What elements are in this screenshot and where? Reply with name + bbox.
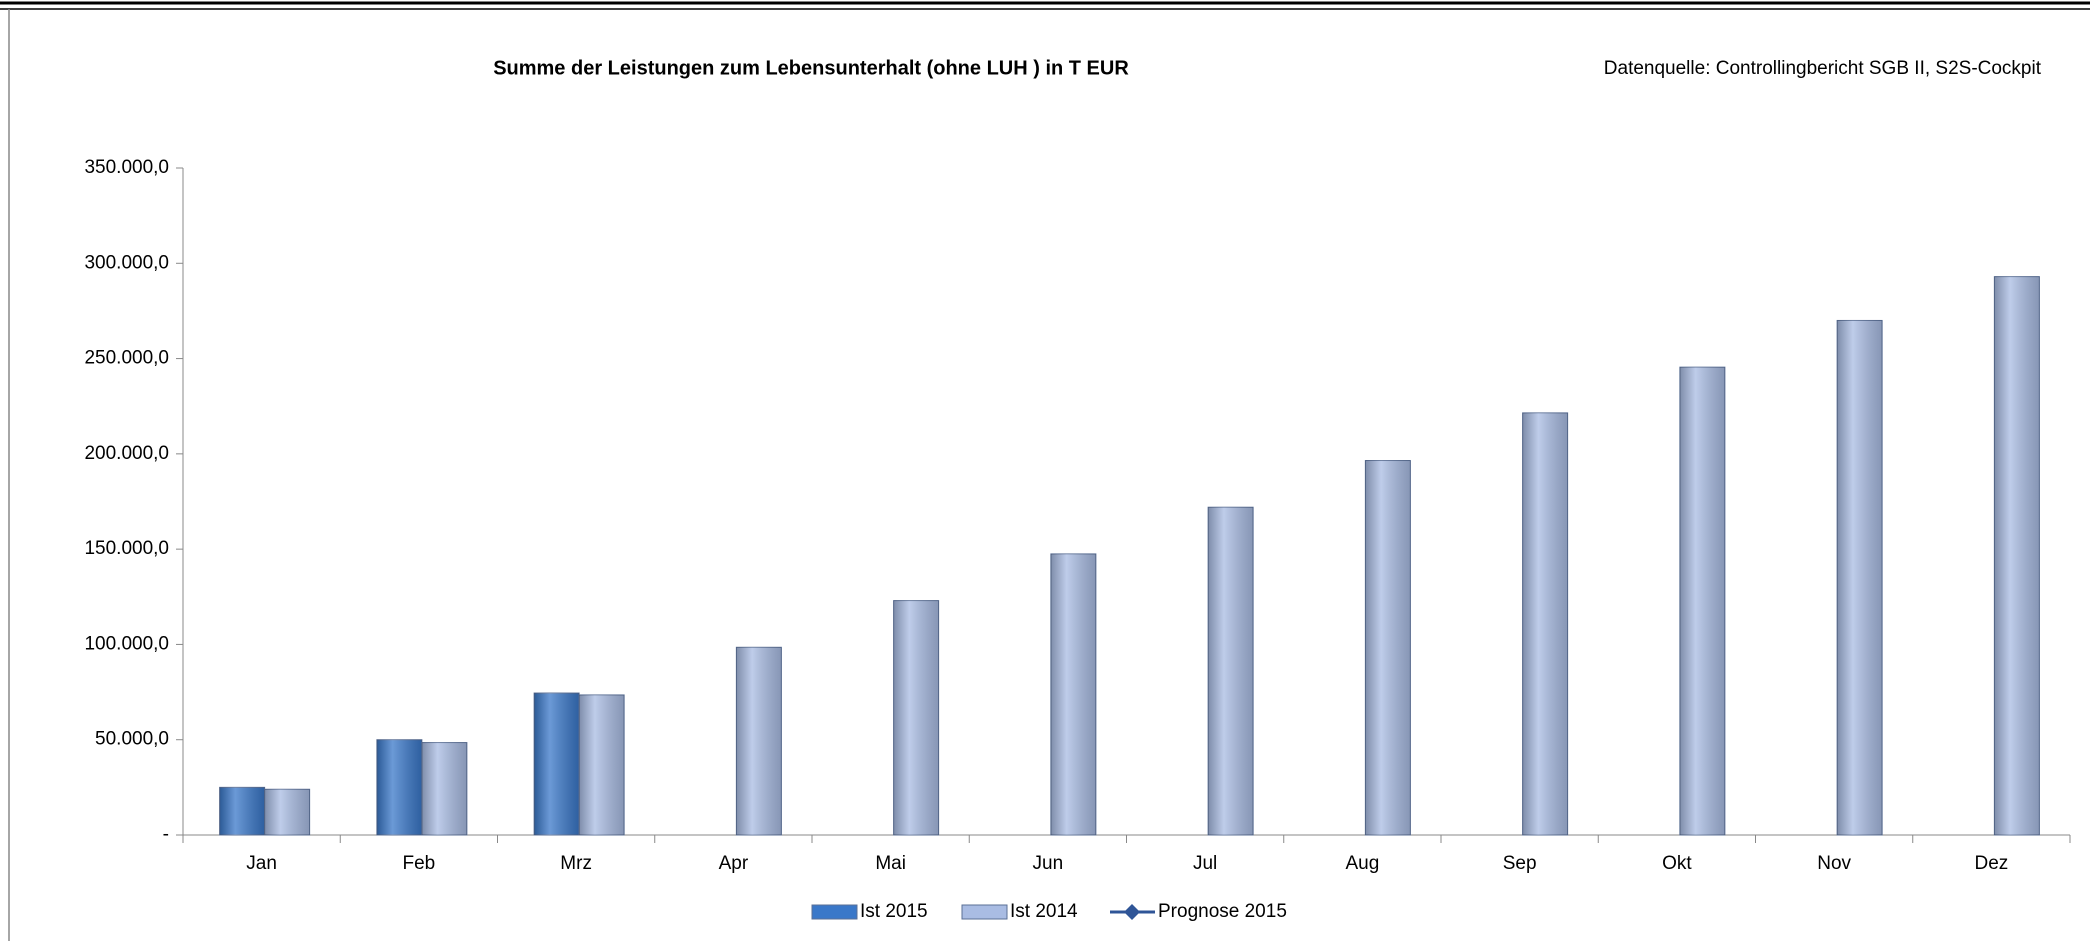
y-tick-label: 200.000,0 bbox=[84, 443, 169, 464]
bar-shine bbox=[534, 693, 580, 835]
bar-shine bbox=[1050, 553, 1096, 835]
bar-shine bbox=[893, 600, 939, 835]
y-tick-label: 150.000,0 bbox=[84, 538, 169, 559]
x-tick-label: Aug bbox=[1345, 853, 1379, 874]
x-tick-label: Jul bbox=[1193, 853, 1217, 874]
y-tick-label: 50.000,0 bbox=[95, 729, 169, 750]
legend-label: Prognose 2015 bbox=[1158, 901, 1287, 922]
bar-shine bbox=[1994, 276, 2040, 835]
x-tick-label: Feb bbox=[403, 853, 436, 874]
legend-label: Ist 2015 bbox=[860, 901, 928, 922]
bar-shine bbox=[736, 647, 782, 835]
y-tick-label: 350.000,0 bbox=[84, 157, 169, 178]
bar-shine bbox=[1208, 507, 1254, 835]
bar-shine bbox=[264, 789, 310, 835]
source-note: Datenquelle: Controllingbericht SGB II, … bbox=[1604, 58, 2042, 79]
x-tick-label: Apr bbox=[719, 853, 749, 874]
legend-swatch bbox=[811, 904, 858, 920]
x-tick-label: Jan bbox=[246, 853, 277, 874]
y-tick-label: 100.000,0 bbox=[84, 633, 169, 654]
y-tick-label: 250.000,0 bbox=[84, 348, 169, 369]
legend-swatch bbox=[961, 904, 1008, 920]
bar-shine bbox=[421, 742, 467, 835]
x-tick-label: Nov bbox=[1817, 853, 1851, 874]
y-tick-label: - bbox=[163, 824, 169, 845]
legend-label: Ist 2014 bbox=[1010, 901, 1078, 922]
bar-shine bbox=[1522, 412, 1568, 835]
x-tick-label: Dez bbox=[1974, 853, 2008, 874]
x-tick-label: Mai bbox=[875, 853, 906, 874]
y-tick-label: 300.000,0 bbox=[84, 252, 169, 273]
x-tick-label: Sep bbox=[1503, 853, 1537, 874]
bar-shine bbox=[1837, 320, 1883, 835]
x-tick-label: Mrz bbox=[560, 853, 592, 874]
legend-marker bbox=[1124, 904, 1140, 920]
bar-shine bbox=[579, 694, 625, 835]
bar-shine bbox=[1679, 367, 1725, 835]
chart-title: Summe der Leistungen zum Lebensunterhalt… bbox=[493, 57, 1129, 79]
x-tick-label: Okt bbox=[1662, 853, 1692, 874]
x-tick-label: Jun bbox=[1033, 853, 1064, 874]
bar-shine bbox=[1365, 460, 1411, 835]
bar-shine bbox=[376, 739, 422, 835]
bar-shine bbox=[219, 787, 265, 835]
